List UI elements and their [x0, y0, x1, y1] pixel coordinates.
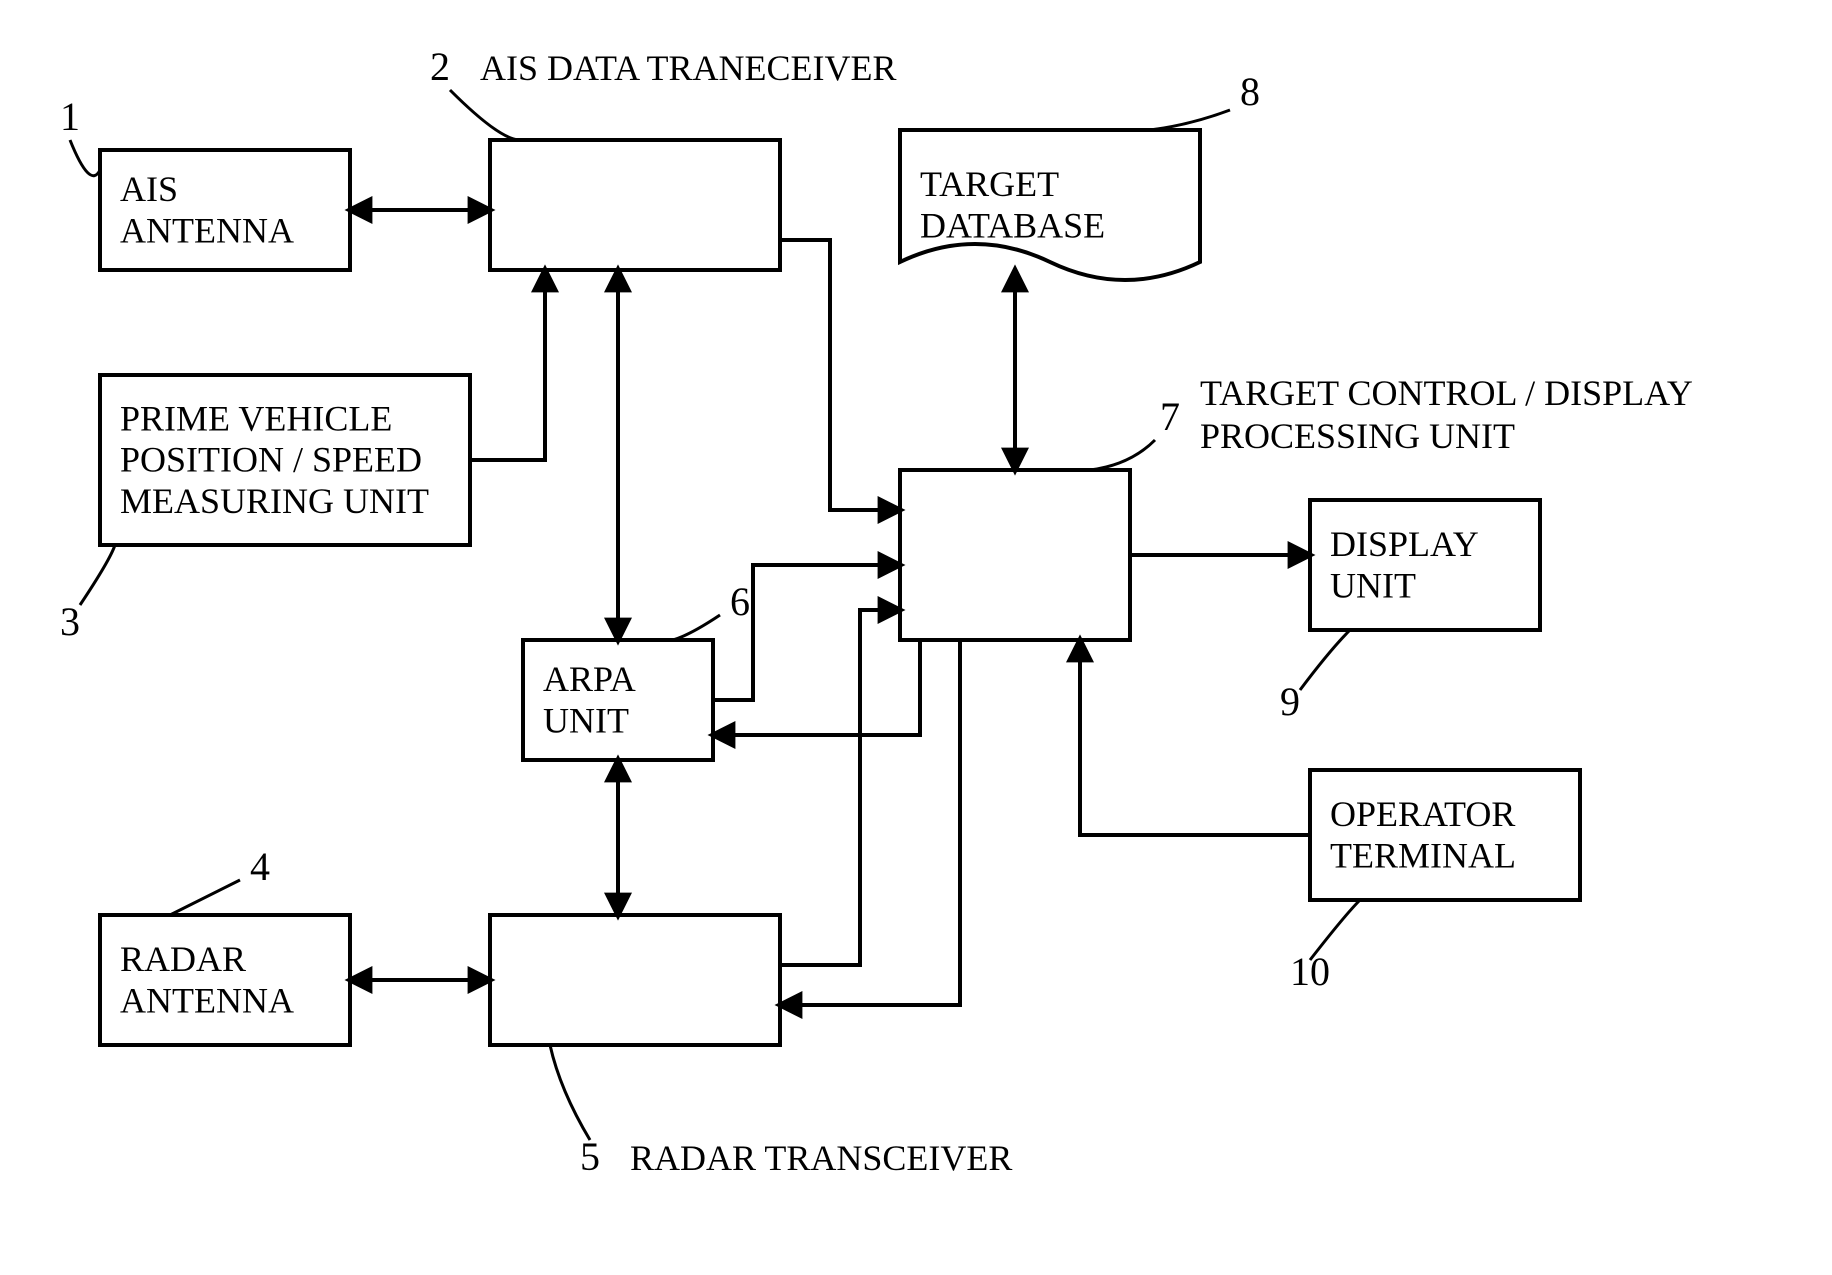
edge [780, 640, 960, 1005]
leader [1090, 440, 1155, 470]
svg-text:3: 3 [60, 599, 80, 644]
leader [80, 545, 115, 605]
leader [1150, 110, 1230, 130]
edge [713, 640, 920, 735]
node-n3: PRIME VEHICLEPOSITION / SPEEDMEASURING U… [100, 375, 470, 545]
svg-text:RADAR TRANSCEIVER: RADAR TRANSCEIVER [630, 1138, 1012, 1178]
svg-text:RADAR: RADAR [120, 939, 246, 979]
node-n2 [490, 140, 780, 270]
svg-text:7: 7 [1160, 394, 1180, 439]
svg-text:5: 5 [580, 1134, 600, 1179]
leader [1310, 900, 1360, 960]
svg-text:ANTENNA: ANTENNA [120, 210, 294, 250]
edge [780, 240, 900, 510]
svg-text:2: 2 [430, 44, 450, 89]
node-n6: ARPAUNIT [523, 640, 713, 760]
svg-text:TARGET CONTROL / DISPLAY: TARGET CONTROL / DISPLAY [1200, 373, 1693, 413]
svg-text:PROCESSING UNIT: PROCESSING UNIT [1200, 416, 1515, 456]
svg-text:9: 9 [1280, 679, 1300, 724]
leader [170, 880, 240, 915]
svg-text:ANTENNA: ANTENNA [120, 980, 294, 1020]
svg-text:AIS: AIS [120, 169, 178, 209]
svg-text:TARGET: TARGET [920, 164, 1059, 204]
svg-text:10: 10 [1290, 949, 1330, 994]
edge [1080, 640, 1310, 835]
leader [550, 1045, 590, 1140]
node-n5 [490, 915, 780, 1045]
leader [70, 140, 100, 176]
block-diagram: AISANTENNAPRIME VEHICLEPOSITION / SPEEDM… [0, 0, 1832, 1275]
node-n4: RADARANTENNA [100, 915, 350, 1045]
leader [1300, 630, 1350, 690]
node-n7 [900, 470, 1130, 640]
leader [673, 615, 720, 640]
svg-text:ARPA: ARPA [543, 659, 636, 699]
svg-text:1: 1 [60, 94, 80, 139]
node-n1: AISANTENNA [100, 150, 350, 270]
svg-text:DISPLAY: DISPLAY [1330, 524, 1479, 564]
edge [470, 270, 545, 460]
edge [780, 610, 900, 965]
svg-text:AIS DATA TRANECEIVER: AIS DATA TRANECEIVER [480, 48, 896, 88]
svg-text:DATABASE: DATABASE [920, 205, 1105, 245]
node-n8: TARGETDATABASE [900, 130, 1200, 280]
svg-text:POSITION / SPEED: POSITION / SPEED [120, 440, 422, 480]
node-n10: OPERATORTERMINAL [1310, 770, 1580, 900]
svg-text:PRIME VEHICLE: PRIME VEHICLE [120, 398, 392, 438]
svg-text:8: 8 [1240, 69, 1260, 114]
svg-text:TERMINAL: TERMINAL [1330, 835, 1516, 875]
svg-text:UNIT: UNIT [1330, 565, 1416, 605]
svg-text:MEASURING UNIT: MEASURING UNIT [120, 481, 429, 521]
svg-text:6: 6 [730, 579, 750, 624]
svg-text:OPERATOR: OPERATOR [1330, 794, 1515, 834]
svg-text:4: 4 [250, 844, 270, 889]
node-n9: DISPLAYUNIT [1310, 500, 1540, 630]
svg-text:UNIT: UNIT [543, 700, 629, 740]
leader [450, 90, 520, 140]
